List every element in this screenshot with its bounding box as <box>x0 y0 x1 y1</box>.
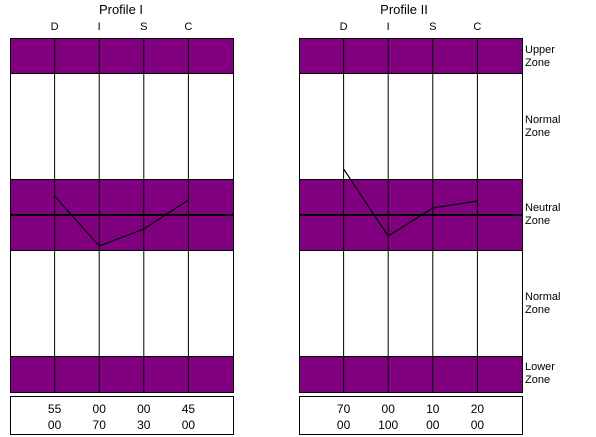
zone-label-normal-bottom: Normal Zone <box>525 291 560 317</box>
score-row1-d: 55 <box>48 402 62 416</box>
zone-label-upper: Upper Zone <box>525 44 555 70</box>
score-row1-c: 20 <box>471 402 485 416</box>
category-label-c: C <box>184 21 192 33</box>
score-box <box>10 396 234 435</box>
zone-normal-top-line2: Zone <box>525 127 551 139</box>
category-label-d: D <box>340 21 348 33</box>
score-box <box>299 396 523 435</box>
zone-lower-line2: Zone <box>525 374 551 386</box>
profile-1-chart: Profile I D I S C 55 00 00 45 00 70 30 00 <box>10 2 234 435</box>
zone-label-neutral: Neutral Zone <box>525 202 560 228</box>
score-row2-d: 00 <box>48 418 62 432</box>
zone-upper-line1: Upper <box>525 44 555 56</box>
zone-band <box>10 38 233 73</box>
profile-line <box>343 168 478 237</box>
profile-line <box>54 195 189 247</box>
score-row1-s: 00 <box>137 402 151 416</box>
zone-normal-top-line1: Normal <box>525 114 561 126</box>
score-row2-c: 00 <box>182 418 196 432</box>
zone-label-normal-top: Normal Zone <box>525 114 560 140</box>
score-row2-i: 100 <box>378 418 398 432</box>
profile-2-title: Profile II <box>380 2 428 17</box>
category-label-i: I <box>98 21 101 33</box>
profile-2-chart: Profile II D I S C 70 00 10 20 00 100 00 00 <box>299 2 523 435</box>
zone-neutral-line1: Neutral <box>525 202 561 214</box>
score-row2-s: 30 <box>137 418 151 432</box>
category-label-d: D <box>51 21 59 33</box>
zone-normal-bottom-line1: Normal <box>525 291 561 303</box>
zone-neutral-line2: Zone <box>525 215 551 227</box>
zone-lower-line1: Lower <box>525 361 555 373</box>
score-row2-s: 00 <box>426 418 440 432</box>
profile-1-title: Profile I <box>99 2 143 17</box>
zone-upper-line2: Zone <box>525 57 551 69</box>
score-row2-d: 00 <box>337 418 351 432</box>
score-row1-i: 00 <box>93 402 107 416</box>
score-row2-c: 00 <box>471 418 485 432</box>
category-label-s: S <box>429 21 436 33</box>
zone-band <box>10 356 233 392</box>
score-row1-d: 70 <box>337 402 351 416</box>
score-row1-c: 45 <box>182 402 196 416</box>
score-row1-s: 10 <box>426 402 440 416</box>
category-label-c: C <box>473 21 481 33</box>
category-label-i: I <box>387 21 390 33</box>
zone-label-lower: Lower Zone <box>525 361 555 387</box>
zone-band <box>299 356 522 392</box>
category-label-s: S <box>140 21 147 33</box>
score-row2-i: 70 <box>93 418 107 432</box>
zone-band <box>299 38 522 73</box>
score-row1-i: 00 <box>382 402 396 416</box>
zone-normal-bottom-line2: Zone <box>525 304 551 316</box>
